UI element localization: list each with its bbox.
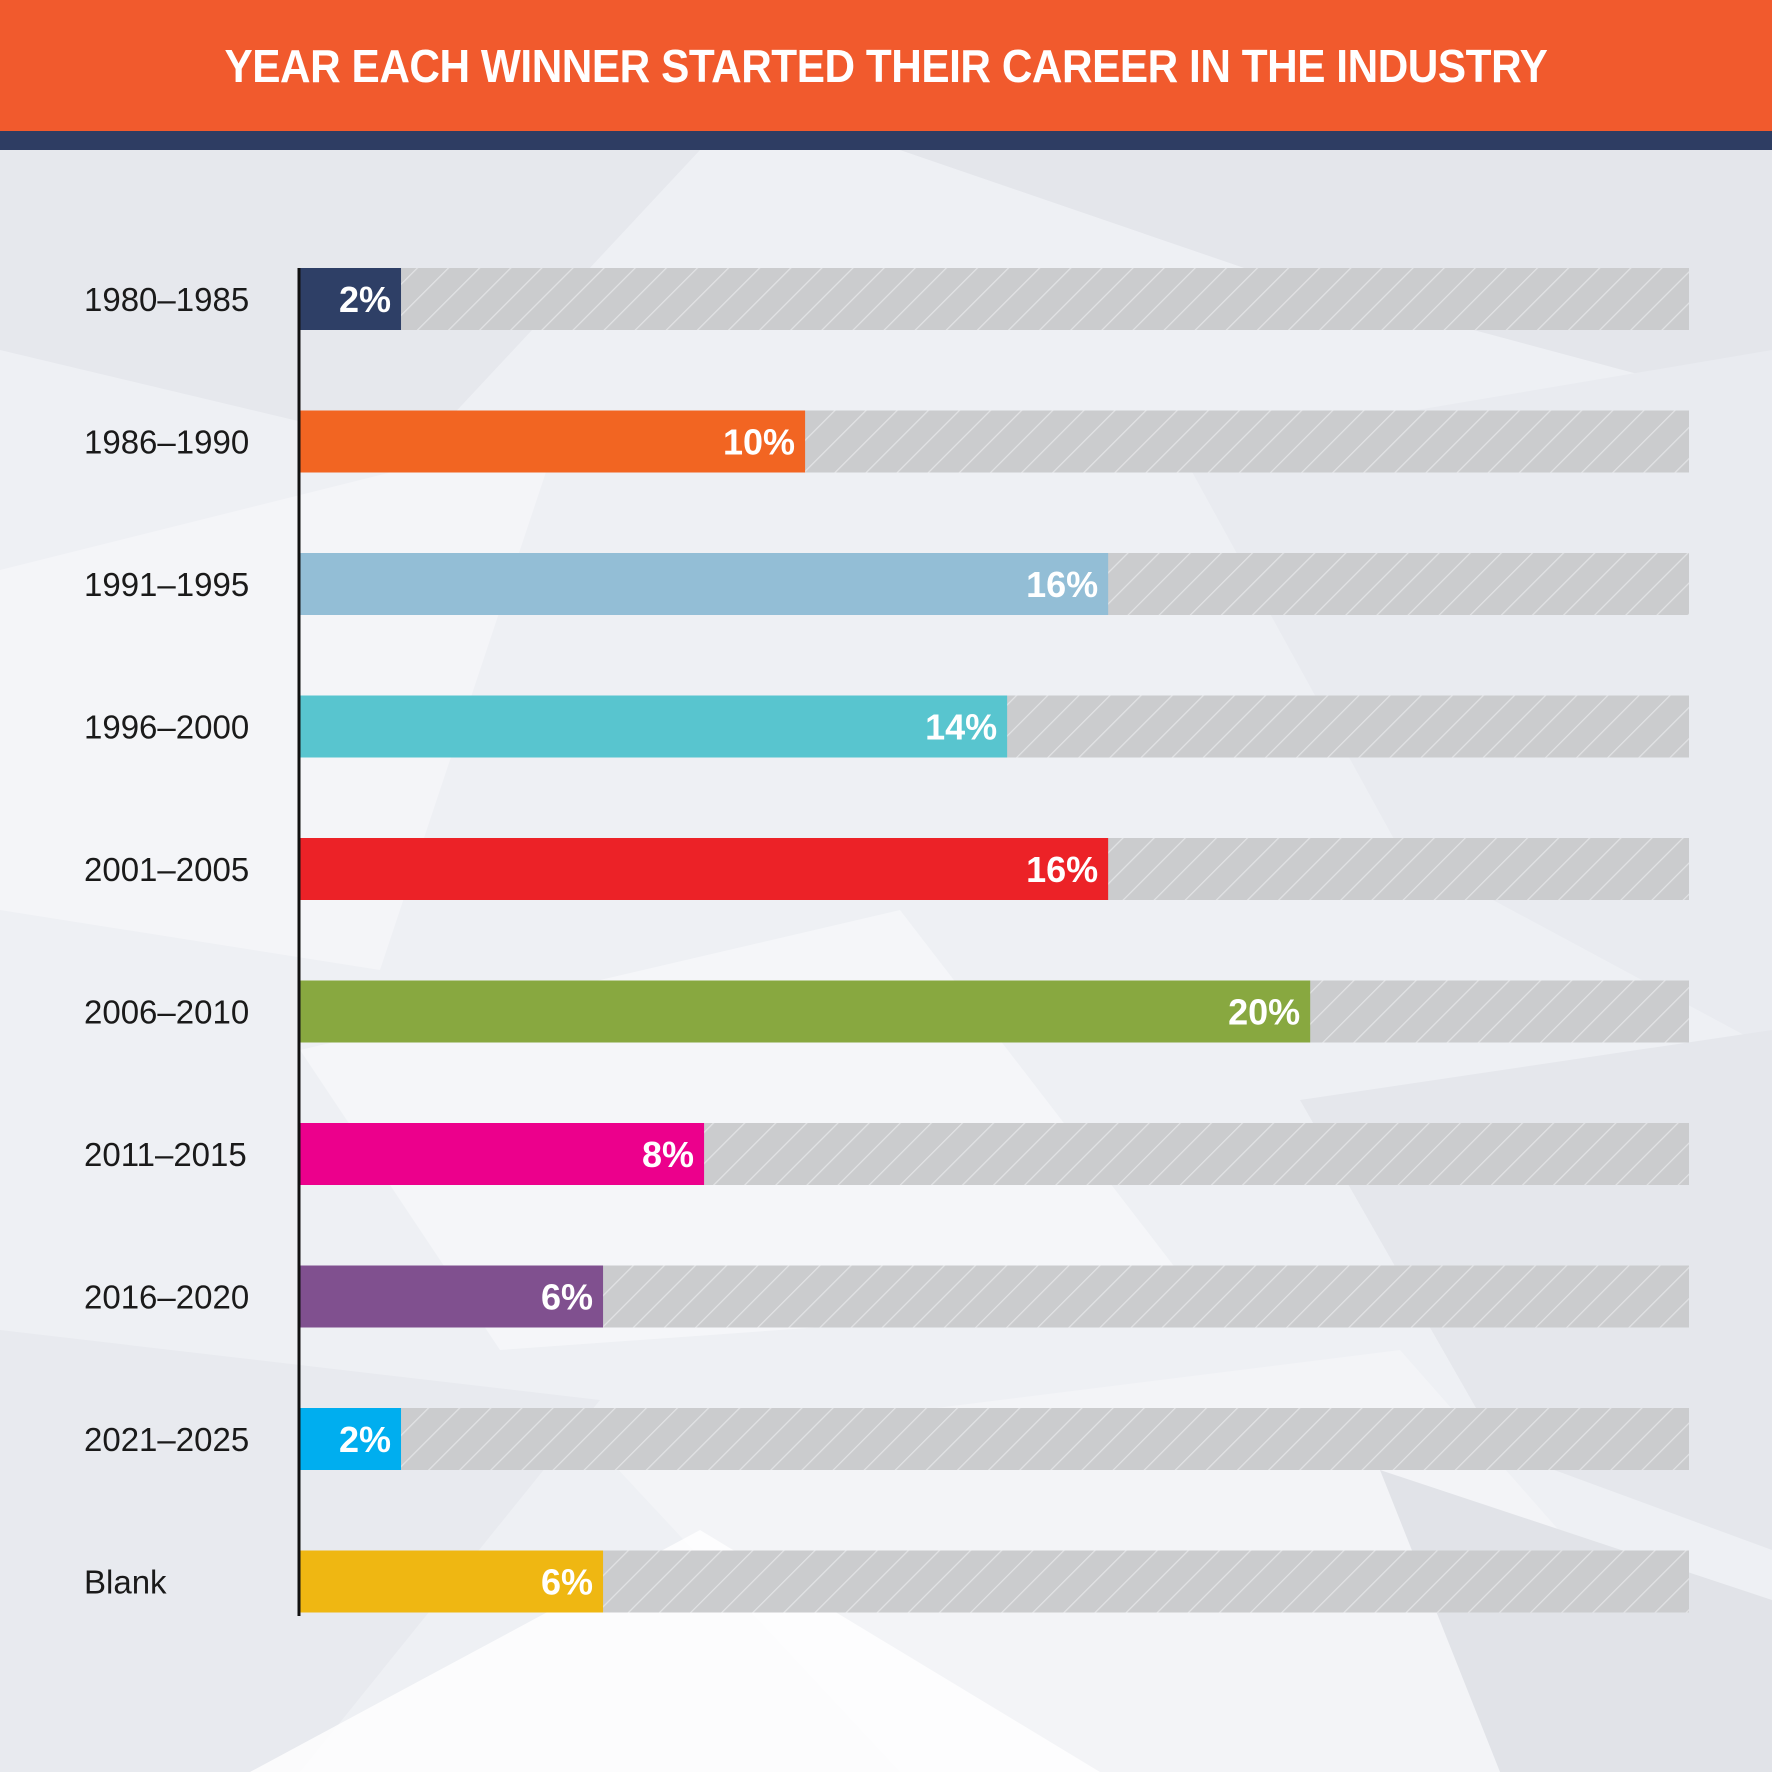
bar-track-1980-1985 bbox=[300, 268, 1689, 330]
category-label-2011-2015: 2011–2015 bbox=[84, 1136, 247, 1173]
category-label-blank: Blank bbox=[84, 1564, 167, 1601]
category-label-2021-2025: 2021–2025 bbox=[84, 1421, 249, 1458]
data-label-blank: 6% bbox=[541, 1562, 593, 1603]
category-label-1996-2000: 1996–2000 bbox=[84, 709, 249, 746]
data-label-2001-2005: 16% bbox=[1026, 849, 1098, 890]
bar-track-2021-2025 bbox=[300, 1408, 1689, 1470]
bar-1991-1995 bbox=[300, 553, 1109, 615]
data-label-2016-2020: 6% bbox=[541, 1277, 593, 1318]
category-label-2006-2010: 2006–2010 bbox=[84, 994, 249, 1031]
category-label-2016-2020: 2016–2020 bbox=[84, 1279, 249, 1316]
data-label-2006-2010: 20% bbox=[1228, 992, 1300, 1033]
data-label-1980-1985: 2% bbox=[339, 279, 391, 320]
category-label-1991-1995: 1991–1995 bbox=[84, 566, 249, 603]
bar-2001-2005 bbox=[300, 838, 1109, 900]
title-banner: YEAR EACH WINNER STARTED THEIR CAREER IN… bbox=[0, 0, 1772, 131]
data-label-1991-1995: 16% bbox=[1026, 564, 1098, 605]
data-label-2021-2025: 2% bbox=[339, 1419, 391, 1460]
bar-1980-1985 bbox=[300, 268, 402, 330]
category-label-1980-1985: 1980–1985 bbox=[84, 281, 249, 318]
chart-title: YEAR EACH WINNER STARTED THEIR CAREER IN… bbox=[224, 39, 1548, 92]
category-label-2001-2005: 2001–2005 bbox=[84, 851, 249, 888]
bar-1996-2000 bbox=[300, 695, 1008, 758]
bar-1986-1990 bbox=[300, 410, 806, 473]
category-label-1986-1990: 1986–1990 bbox=[84, 424, 249, 461]
bar-blank bbox=[300, 1550, 604, 1613]
data-label-1996-2000: 14% bbox=[925, 707, 997, 748]
bar-2016-2020 bbox=[300, 1265, 604, 1328]
bar-2011-2015 bbox=[300, 1123, 705, 1185]
title-divider bbox=[0, 131, 1772, 150]
bar-2021-2025 bbox=[300, 1408, 402, 1470]
data-label-2011-2015: 8% bbox=[642, 1134, 694, 1175]
bar-2006-2010 bbox=[300, 980, 1311, 1043]
data-label-1986-1990: 10% bbox=[723, 422, 795, 463]
